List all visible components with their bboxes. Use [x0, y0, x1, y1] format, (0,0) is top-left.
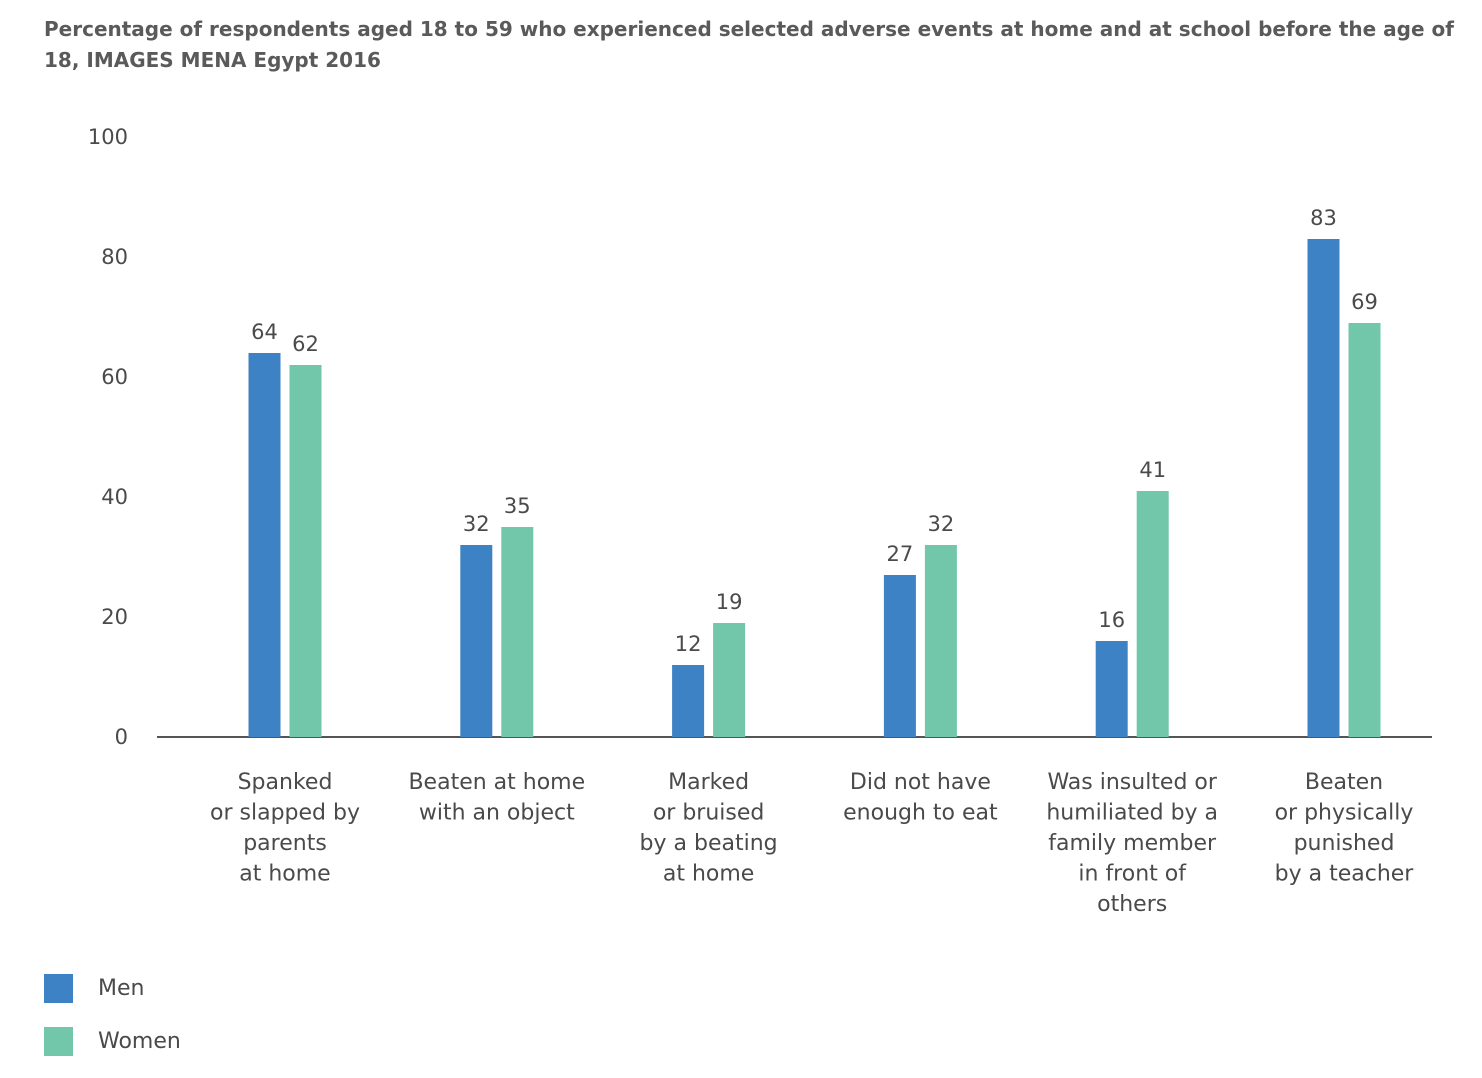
bar-men-1 [460, 545, 493, 737]
data-label-men-0: 64 [251, 320, 278, 344]
legend-item-women: Women [44, 1025, 181, 1057]
bar-women-5 [1348, 323, 1381, 737]
y-tick-label-2: 40 [101, 485, 128, 509]
bar-women-4 [1136, 491, 1169, 737]
legend-swatch-men [44, 973, 73, 1003]
category-label-line: others [1097, 892, 1167, 917]
data-label-men-3: 27 [887, 542, 914, 566]
bar-men-3 [883, 575, 916, 737]
bar-chart: 0 20 40 60 80 100 64 62 Spanked or slapped by pare… [88, 125, 1432, 917]
category-label-line: humiliated by a [1046, 801, 1218, 826]
y-tick-label-1: 20 [101, 605, 128, 629]
category-label-line: Did not have [850, 770, 991, 795]
legend-swatch-women [44, 1026, 73, 1056]
category-label-line: Beaten [1305, 770, 1383, 795]
category-label-line: at home [663, 862, 754, 887]
category-label-line: Marked [668, 770, 749, 795]
category-label-line: family member [1048, 831, 1217, 856]
data-label-women-4: 41 [1139, 458, 1166, 482]
category-label-0: Spanked or slapped by parents at home [210, 770, 360, 887]
data-label-men-1: 32 [463, 512, 490, 536]
chart-title: Percentage of respondents aged 18 to 59 … [44, 17, 1454, 72]
category-label-4: Was insulted or humiliated by a family mem… [1046, 770, 1218, 917]
category-label-line: Was insulted or [1047, 770, 1217, 795]
data-label-women-3: 32 [928, 512, 955, 536]
bar-women-2 [713, 623, 746, 737]
category-label-line: or slapped by [210, 801, 360, 826]
bar-men-0 [248, 353, 281, 737]
data-label-men-4: 16 [1098, 608, 1125, 632]
legend: Men Women [44, 972, 181, 1078]
data-label-women-1: 35 [504, 494, 531, 518]
category-label-line: or physically [1275, 801, 1414, 826]
y-tick-label-5: 100 [88, 125, 128, 149]
category-label-line: parents [243, 831, 327, 856]
category-label-line: enough to eat [843, 801, 998, 826]
category-label-line: Beaten at home [408, 770, 585, 795]
legend-label-women: Women [98, 1028, 181, 1054]
data-label-women-2: 19 [716, 590, 743, 614]
bar-men-2 [672, 665, 705, 737]
bar-women-1 [501, 527, 534, 737]
bar-men-4 [1095, 641, 1128, 737]
data-label-men-5: 83 [1310, 206, 1337, 230]
y-tick-label-3: 60 [101, 365, 128, 389]
category-label-2: Marked or bruised by a beating at home [640, 770, 778, 887]
category-label-line: at home [239, 862, 330, 887]
bar-women-0 [289, 365, 322, 737]
legend-label-men: Men [98, 975, 145, 1001]
legend-item-men: Men [44, 972, 181, 1004]
data-label-women-5: 69 [1351, 290, 1378, 314]
y-tick-label-4: 80 [101, 245, 128, 269]
category-label-3: Did not have enough to eat [843, 770, 998, 826]
bar-men-5 [1307, 239, 1340, 737]
bar-women-3 [924, 545, 957, 737]
category-label-line: with an object [419, 801, 575, 826]
category-label-line: in front of [1078, 862, 1187, 887]
data-label-women-0: 62 [292, 332, 319, 356]
category-label-line: or bruised [653, 801, 765, 826]
y-tick-label-0: 0 [115, 725, 128, 749]
category-label-line: by a teacher [1275, 862, 1415, 887]
category-label-line: Spanked [238, 770, 333, 795]
category-label-line: by a beating [640, 831, 778, 856]
category-label-line: punished [1294, 831, 1395, 856]
category-label-1: Beaten at home with an object [408, 770, 585, 826]
data-label-men-2: 12 [675, 632, 702, 656]
category-label-5: Beaten or physically punished by a teacher [1275, 770, 1415, 887]
